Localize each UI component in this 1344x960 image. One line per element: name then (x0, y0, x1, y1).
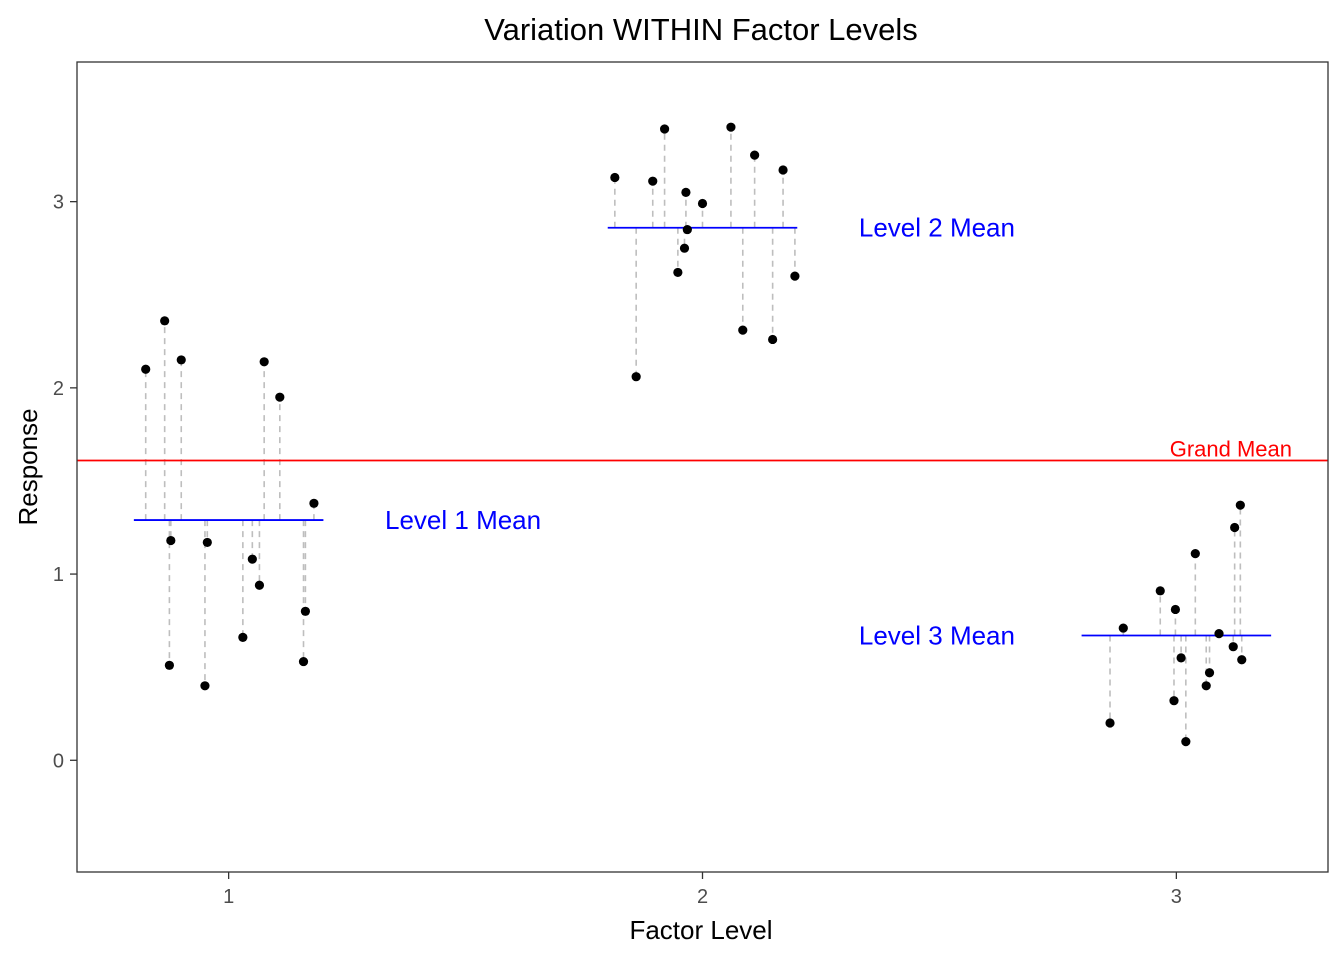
data-point (164, 660, 175, 670)
chart-title: Variation WITHIN Factor Levels (484, 12, 918, 47)
data-point (254, 580, 265, 590)
data-point (778, 165, 788, 175)
data-point (768, 334, 778, 345)
data-point (610, 172, 620, 183)
data-point (1105, 718, 1115, 728)
data-point (631, 372, 641, 382)
data-point (750, 150, 760, 160)
data-point (200, 681, 210, 691)
data-point (166, 535, 176, 546)
data-point (202, 537, 212, 548)
data-point (726, 122, 736, 132)
data-point (176, 355, 186, 365)
data-point (790, 271, 800, 281)
data-point (681, 187, 691, 197)
data-point (1235, 500, 1245, 510)
data-point (673, 267, 683, 278)
data-point (1237, 655, 1247, 665)
x-tick-label: 3 (1171, 886, 1182, 908)
y-tick-label: 3 (53, 192, 64, 214)
data-point (738, 325, 748, 335)
data-point (1118, 623, 1128, 633)
data-point (1190, 548, 1200, 559)
x-tick-label: 1 (223, 886, 234, 908)
data-point (300, 606, 311, 616)
data-point (679, 243, 690, 253)
data-point (1155, 586, 1165, 596)
data-point (1214, 629, 1224, 639)
data-point (247, 554, 257, 564)
y-tick-label: 2 (53, 378, 64, 400)
data-point (659, 124, 670, 134)
data-point (1228, 642, 1238, 652)
data-point (648, 176, 658, 186)
level-1-mean-label: Level 1 Mean (385, 505, 541, 535)
data-point (160, 316, 170, 326)
data-point (275, 392, 285, 402)
data-point (298, 656, 309, 667)
data-point (259, 357, 269, 367)
y-tick-label: 1 (53, 564, 64, 586)
axes: 1 2 3 0 1 2 3 (53, 192, 1182, 908)
data-point (309, 498, 319, 508)
data-point (1176, 653, 1186, 663)
data-point (1169, 696, 1179, 706)
level-3-mean-label: Level 3 Mean (859, 621, 1015, 651)
data-point (1230, 522, 1240, 533)
x-tick-label: 2 (697, 886, 708, 908)
data-point (697, 198, 708, 209)
data-point (1181, 737, 1191, 747)
data-point (141, 364, 151, 374)
y-tick-label: 0 (53, 750, 64, 772)
data-point (238, 632, 248, 642)
data-point (682, 224, 692, 235)
plot-area: Grand Mean Level 1 Mean Level 2 Mean Level … (77, 122, 1328, 747)
data-point (1204, 668, 1215, 678)
data-point (1170, 604, 1181, 615)
y-axis-title: Response (13, 408, 43, 525)
level-2-mean-label: Level 2 Mean (859, 213, 1015, 243)
x-axis-title: Factor Level (629, 915, 772, 945)
grand-mean-label: Grand Mean (1170, 436, 1292, 461)
data-point (1201, 681, 1211, 691)
